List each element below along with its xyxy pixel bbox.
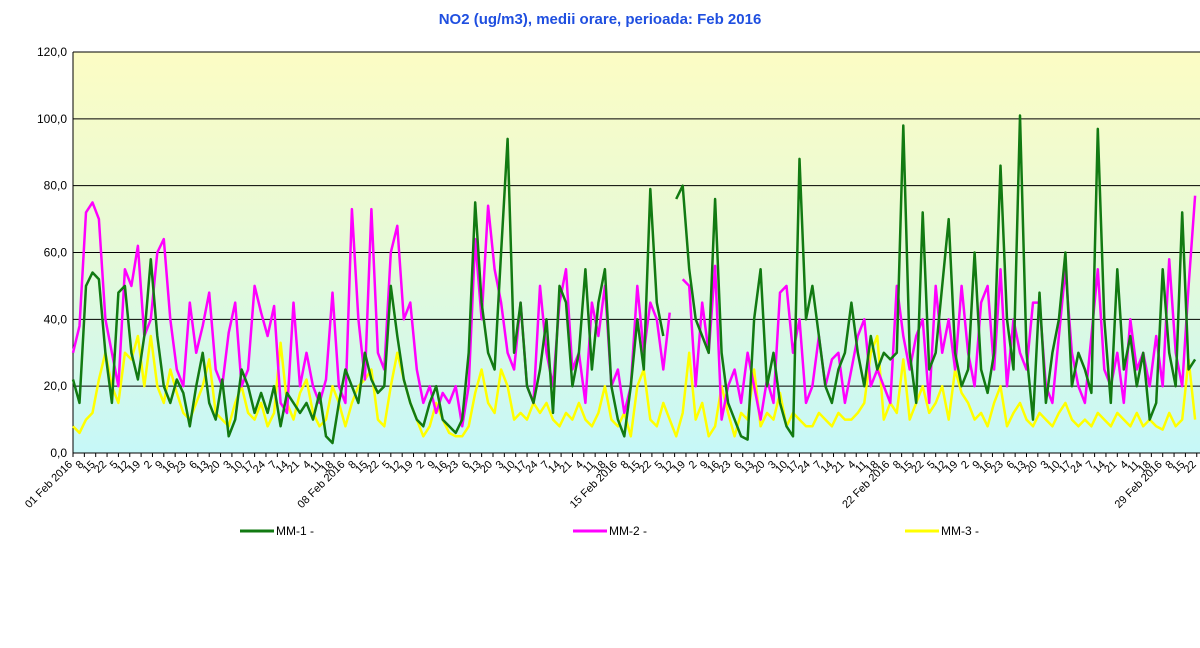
y-tick-label: 20,0	[44, 379, 68, 393]
x-tick-label: 23	[716, 459, 733, 476]
x-tick-label: 19	[943, 459, 960, 476]
x-tick-label: 22	[92, 459, 109, 476]
x-tick-label: 20	[1023, 459, 1040, 476]
x-tick-label: 20	[478, 459, 495, 476]
x-tick-label: 20	[206, 459, 223, 476]
x-tick-label: 22	[1182, 459, 1199, 476]
x-tick-label: 21	[1102, 459, 1119, 476]
x-tick-label: 21	[557, 459, 574, 476]
x-tick-label: 23	[444, 459, 461, 476]
x-tick-label: 19	[671, 459, 688, 476]
y-tick-label: 100,0	[37, 112, 67, 126]
x-tick-label: 19	[126, 459, 143, 476]
y-tick-label: 120,0	[37, 45, 67, 59]
x-tick-label: 22	[364, 459, 381, 476]
x-tick-label: 23	[989, 459, 1006, 476]
x-tick-label: 22	[909, 459, 926, 476]
x-tick-label: 24	[796, 459, 813, 476]
chart-title: NO2 (ug/m3), medii orare, perioada: Feb …	[439, 11, 762, 28]
x-tick-label: 24	[251, 459, 268, 476]
x-tick-label: 21	[830, 459, 847, 476]
x-tick-label: 22	[637, 459, 654, 476]
x-tick-label: 24	[1068, 459, 1085, 476]
x-tick-label: 2	[687, 459, 700, 472]
x-tick-label: 01 Feb 2016	[23, 459, 75, 511]
x-tick-label: 2	[959, 459, 972, 472]
y-tick-label: 0,0	[50, 446, 67, 460]
legend-label: MM-3 -	[941, 524, 979, 538]
series-line	[72, 334, 1197, 438]
legend-label: MM-1 -	[276, 524, 314, 538]
y-tick-label: 80,0	[44, 179, 68, 193]
x-tick-label: 2	[142, 459, 155, 472]
x-tick-label: 20	[750, 459, 767, 476]
x-tick-label: 21	[285, 459, 302, 476]
x-tick-label: 24	[523, 459, 540, 476]
x-tick-label: 19	[399, 459, 416, 476]
y-tick-label: 60,0	[44, 246, 68, 260]
legend-label: MM-2 -	[609, 524, 647, 538]
x-tick-label: 2	[414, 459, 427, 472]
x-tick-label: 23	[171, 459, 188, 476]
y-tick-label: 40,0	[44, 312, 68, 326]
series-line	[71, 114, 1197, 445]
